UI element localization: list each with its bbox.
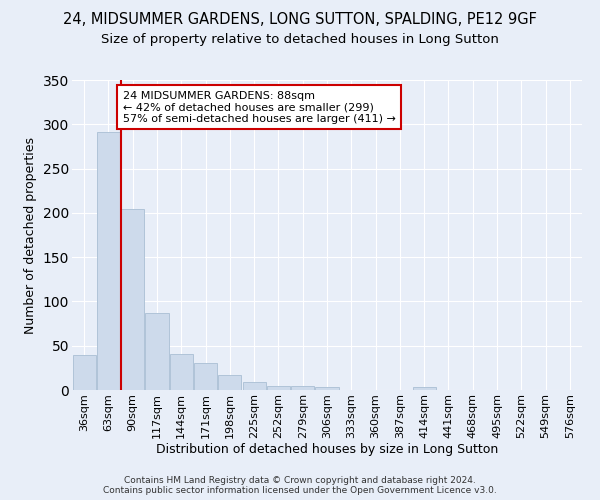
Bar <box>218 375 241 390</box>
Bar <box>413 388 436 390</box>
Bar <box>194 364 217 390</box>
Bar <box>121 210 144 390</box>
Text: 24, MIDSUMMER GARDENS, LONG SUTTON, SPALDING, PE12 9GF: 24, MIDSUMMER GARDENS, LONG SUTTON, SPAL… <box>63 12 537 28</box>
Bar <box>97 132 120 390</box>
X-axis label: Distribution of detached houses by size in Long Sutton: Distribution of detached houses by size … <box>156 444 498 456</box>
Bar <box>316 388 338 390</box>
Bar <box>267 386 290 390</box>
Y-axis label: Number of detached properties: Number of detached properties <box>24 136 37 334</box>
Bar <box>73 354 95 390</box>
Text: 24 MIDSUMMER GARDENS: 88sqm
← 42% of detached houses are smaller (299)
57% of se: 24 MIDSUMMER GARDENS: 88sqm ← 42% of det… <box>123 90 396 124</box>
Bar <box>170 354 193 390</box>
Bar <box>145 313 169 390</box>
Text: Size of property relative to detached houses in Long Sutton: Size of property relative to detached ho… <box>101 32 499 46</box>
Bar <box>242 382 266 390</box>
Bar <box>291 386 314 390</box>
Text: Contains HM Land Registry data © Crown copyright and database right 2024.
Contai: Contains HM Land Registry data © Crown c… <box>103 476 497 495</box>
